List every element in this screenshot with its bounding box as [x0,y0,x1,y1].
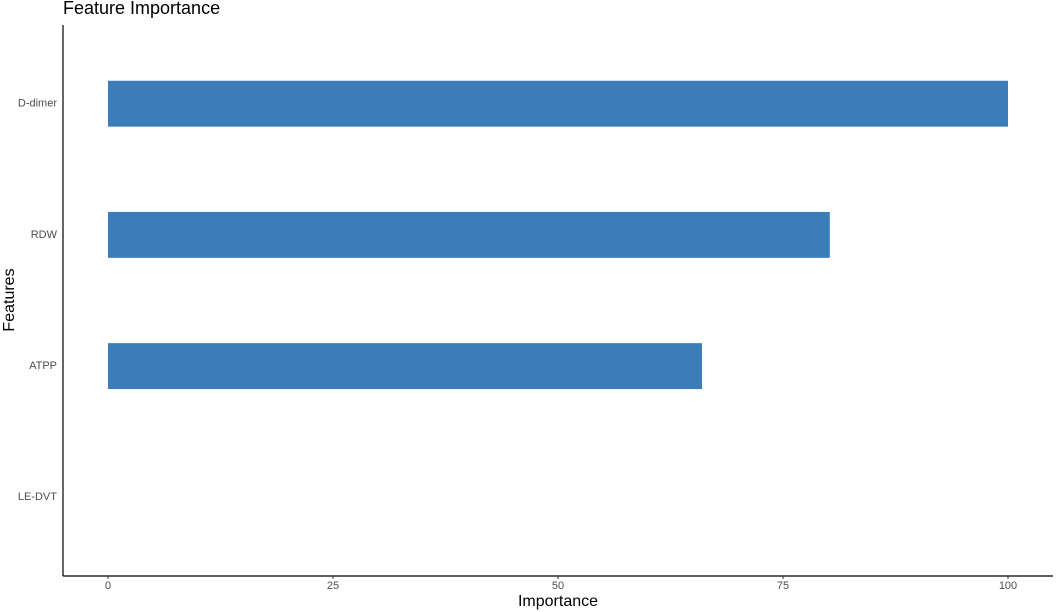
bar [108,80,1008,127]
bar [108,211,830,258]
x-tick-label: 75 [777,580,789,592]
y-tick-label: RDW [31,229,58,241]
x-tick-label: 0 [105,580,111,592]
bar [108,343,702,390]
x-tick-label: 50 [552,580,564,592]
x-tick-label: 25 [327,580,339,592]
y-tick-label: ATPP [29,360,57,372]
chart-title: Feature Importance [63,0,220,18]
y-axis-title: Features [1,268,18,331]
x-axis-title: Importance [518,593,598,610]
x-tick-label: 100 [999,580,1017,592]
y-tick-label: D-dimer [18,98,57,110]
y-tick-label: LE-DVT [18,491,57,503]
